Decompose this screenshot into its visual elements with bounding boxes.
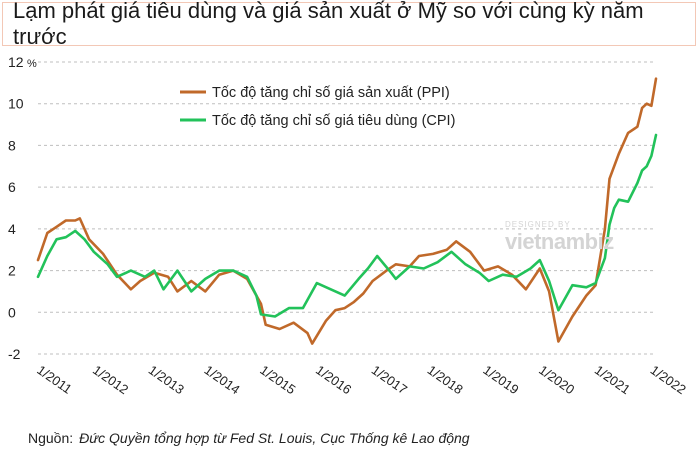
watermark-brand-text: vietnambiz [505,229,614,254]
chart-title: Lạm phát giá tiêu dùng và giá sản xuất ở… [13,0,644,49]
source-label: Nguồn: [28,430,74,446]
x-tick-label: 1/2021 [592,362,633,397]
y-tick-label: 8 [8,137,16,153]
x-tick-label: 1/2016 [313,362,354,397]
x-tick-label: 1/2012 [90,362,131,397]
x-tick-label: 1/2011 [34,362,74,397]
watermark-logo: DESIGNED BY vietnambiz [505,220,614,255]
y-tick-label: 10 [8,96,24,112]
x-tick-label: 1/2019 [480,362,521,397]
watermark-small-text: DESIGNED BY [505,220,571,229]
legend-label-ppi: Tốc độ tăng chỉ số giá sản xuất (PPI) [212,85,450,101]
y-unit-label: % [27,58,37,70]
x-tick-label: 1/2018 [425,362,466,397]
x-tick-label: 1/2022 [648,362,689,397]
line-chart: -2 0 2 4 6 8 10 12 1/2011 1/2012 1/2013 1/2014 1/201… [8,54,689,397]
x-tick-label: 1/2013 [146,362,187,397]
y-tick-label: 12 [8,54,24,70]
series-line-cpi [36,133,658,318]
series-line-ppi [36,77,658,345]
x-tick-label: 1/2014 [202,362,243,397]
y-tick-label: 4 [8,221,16,237]
y-tick-label: 2 [8,263,16,279]
source-note: Nguồn: Đức Quyền tổng hợp từ Fed St. Loui… [28,430,470,446]
chart-title-box: Lạm phát giá tiêu dùng và giá sản xuất ở… [2,0,696,49]
source-text: Đức Quyền tổng hợp từ Fed St. Louis, Cục… [79,430,470,446]
x-tick-label: 1/2017 [369,362,410,397]
x-tick-label: 1/2020 [536,362,577,397]
y-tick-label: -2 [8,346,21,362]
y-tick-label: 6 [8,179,16,195]
y-tick-label: 0 [8,304,16,320]
legend-label-cpi: Tốc độ tăng chỉ số giá tiêu dùng (CPI) [212,113,455,129]
x-tick-label: 1/2015 [257,362,298,397]
